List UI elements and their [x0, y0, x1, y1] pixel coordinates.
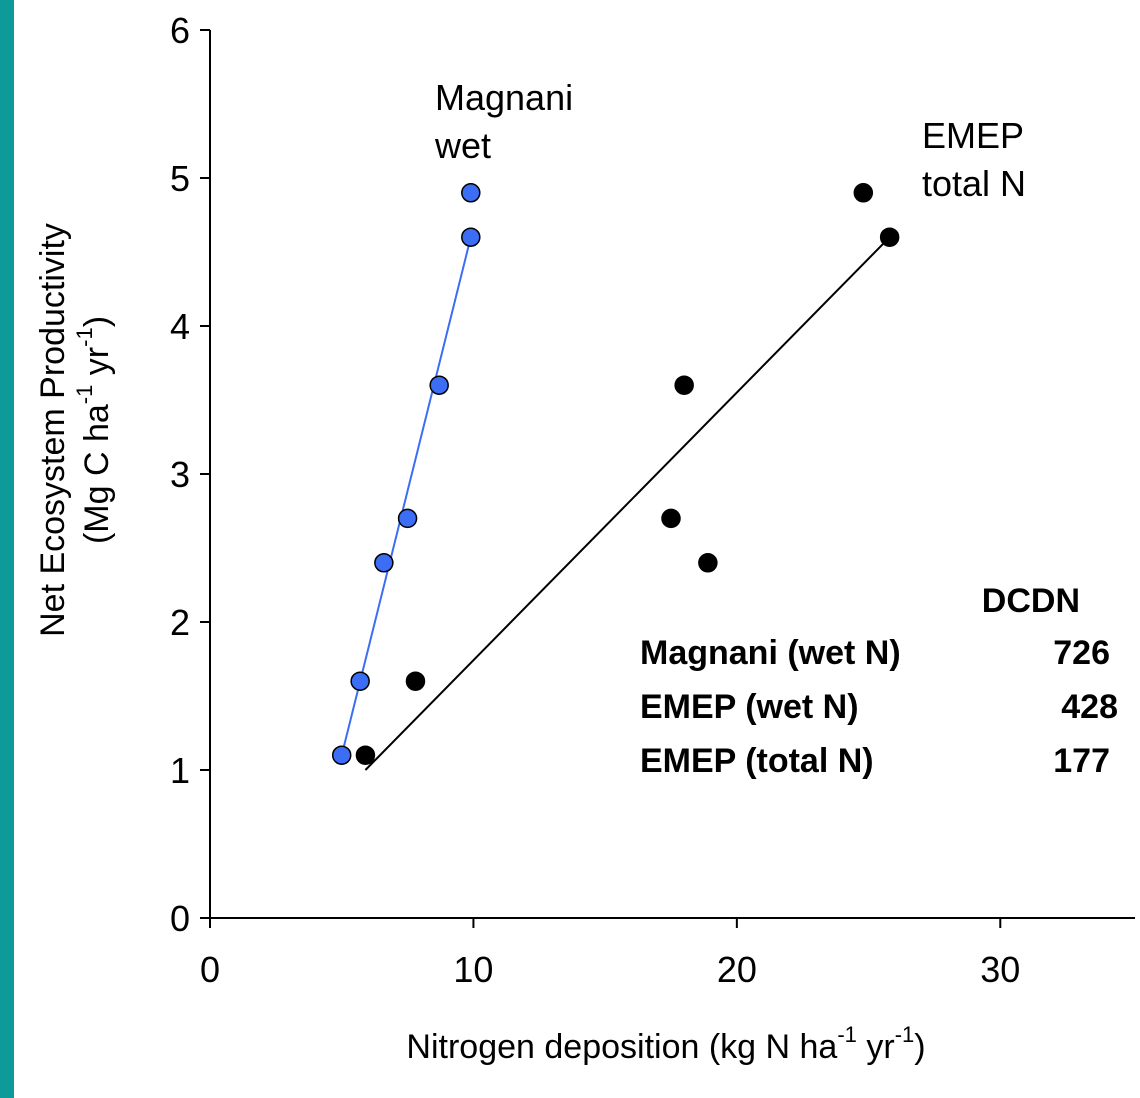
series-label-magnani-line1: Magnani: [435, 77, 573, 118]
y-ticks: 0 1 2 3 4 5 6: [170, 10, 210, 939]
x-ticks: 0 10 20 30: [200, 918, 1020, 990]
dcdn-row-value: 726: [1053, 634, 1110, 672]
dcdn-row-value: 177: [1053, 742, 1110, 780]
x-axis-title: Nitrogen deposition (kg N ha-1 yr-1): [406, 1022, 925, 1066]
data-point-emep: [405, 671, 426, 691]
series-label-magnani-line2: wet: [434, 125, 491, 166]
y-tick-label: 5: [170, 158, 190, 199]
y-axis-title-line1: Net Ecosystem Productivity: [34, 223, 72, 637]
dcdn-row-label: EMEP (wet N): [640, 688, 859, 726]
fit-line-emep: [364, 236, 891, 771]
data-point-magnani: [429, 375, 449, 395]
dcdn-header: DCDN: [982, 582, 1080, 620]
fit-line-magnani: [340, 236, 472, 756]
data-points: [331, 183, 900, 765]
data-point-emep: [853, 183, 874, 203]
data-point-emep: [674, 375, 694, 395]
y-tick-label: 2: [170, 602, 190, 643]
y-tick-label: 3: [170, 454, 190, 495]
data-point-magnani: [397, 508, 418, 529]
y-tick-label: 1: [170, 750, 190, 791]
y-tick-label: 0: [170, 898, 190, 939]
x-tick-label: 0: [200, 949, 220, 990]
chart-frame: 0 1 2 3 4 5 6 0 10 20 30 Nitrogen deposition (kg …: [14, 0, 1140, 1098]
data-point-magnani: [461, 183, 481, 203]
dcdn-row-label: EMEP (total N): [640, 742, 874, 780]
y-tick-label: 6: [170, 10, 190, 51]
x-tick-label: 10: [453, 949, 493, 990]
data-point-magnani: [331, 745, 352, 765]
data-point-emep: [698, 553, 718, 573]
scatter-chart: 0 1 2 3 4 5 6 0 10 20 30 Nitrogen deposition (kg …: [34, 10, 1135, 1066]
data-point-emep: [661, 508, 681, 529]
dcdn-row-label: Magnani (wet N): [640, 634, 901, 672]
y-axis-title-line2: (Mg C ha-1 yr-1): [72, 316, 116, 544]
x-tick-label: 30: [980, 949, 1020, 990]
y-tick-label: 4: [170, 306, 190, 347]
dcdn-row-value: 428: [1061, 688, 1118, 726]
series-label-emep-line1: EMEP: [922, 115, 1024, 156]
data-point-magnani: [461, 227, 481, 247]
data-point-magnani: [350, 671, 370, 691]
fit-lines: [340, 236, 891, 771]
data-point-magnani: [374, 553, 394, 573]
series-label-emep-line2: total N: [922, 163, 1026, 204]
x-tick-label: 20: [717, 949, 757, 990]
data-point-emep: [355, 745, 376, 765]
data-point-emep: [879, 227, 900, 247]
